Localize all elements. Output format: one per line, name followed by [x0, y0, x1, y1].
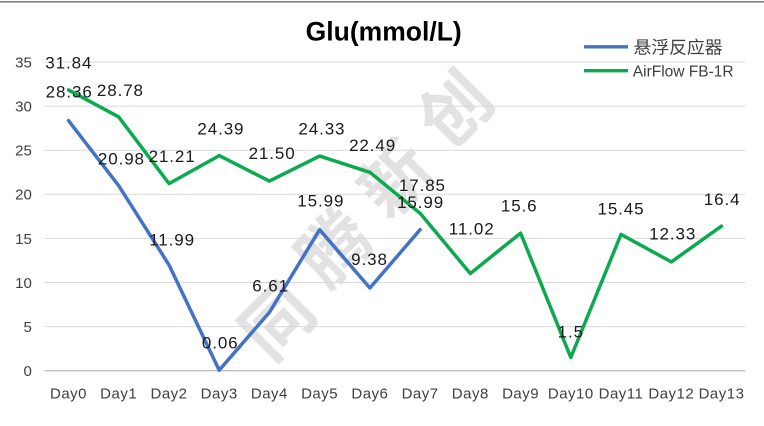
- svg-text:Day8: Day8: [452, 385, 489, 402]
- svg-text:11.99: 11.99: [149, 230, 195, 249]
- svg-text:Day0: Day0: [50, 385, 87, 402]
- svg-text:31.84: 31.84: [45, 53, 92, 72]
- svg-text:1.5: 1.5: [558, 323, 584, 342]
- svg-text:Day5: Day5: [301, 385, 338, 402]
- svg-text:0: 0: [23, 363, 31, 380]
- svg-text:17.85: 17.85: [399, 176, 446, 195]
- svg-text:28.36: 28.36: [46, 83, 93, 102]
- svg-text:11.02: 11.02: [449, 220, 495, 239]
- svg-text:20.98: 20.98: [98, 149, 145, 168]
- svg-text:35: 35: [15, 54, 32, 71]
- svg-text:15.99: 15.99: [297, 192, 344, 211]
- svg-text:20: 20: [15, 187, 32, 204]
- svg-text:Day3: Day3: [201, 385, 238, 402]
- svg-text:6.61: 6.61: [252, 277, 289, 296]
- svg-text:21.21: 21.21: [149, 147, 196, 166]
- svg-text:Day12: Day12: [648, 385, 694, 402]
- svg-text:Day4: Day4: [251, 385, 288, 402]
- svg-text:10: 10: [15, 275, 32, 292]
- svg-text:28.78: 28.78: [97, 81, 144, 100]
- svg-text:Day13: Day13: [699, 385, 745, 402]
- svg-text:15.99: 15.99: [397, 193, 444, 212]
- svg-text:Day7: Day7: [402, 385, 439, 402]
- svg-text:AirFlow FB-1R: AirFlow FB-1R: [633, 63, 734, 80]
- svg-text:15.6: 15.6: [501, 196, 538, 215]
- svg-text:Day6: Day6: [351, 385, 388, 402]
- svg-text:15.45: 15.45: [597, 199, 644, 218]
- svg-text:25: 25: [15, 143, 32, 160]
- svg-text:Day9: Day9: [502, 385, 539, 402]
- svg-text:24.33: 24.33: [298, 119, 345, 138]
- svg-text:Day1: Day1: [100, 385, 137, 402]
- svg-text:21.50: 21.50: [249, 144, 296, 163]
- svg-text:16.4: 16.4: [704, 190, 741, 209]
- svg-text:30: 30: [15, 99, 32, 116]
- svg-text:Day10: Day10: [548, 385, 594, 402]
- svg-text:0.06: 0.06: [202, 334, 239, 353]
- svg-text:24.39: 24.39: [197, 119, 244, 138]
- svg-text:5: 5: [23, 319, 31, 336]
- svg-text:9.38: 9.38: [351, 250, 388, 269]
- svg-text:12.33: 12.33: [649, 224, 696, 243]
- svg-text:15: 15: [15, 231, 32, 248]
- svg-text:Glu(mmol/L): Glu(mmol/L): [306, 16, 462, 46]
- svg-text:22.49: 22.49: [349, 136, 396, 155]
- svg-text:Day2: Day2: [150, 385, 187, 402]
- svg-text:Day11: Day11: [599, 385, 644, 402]
